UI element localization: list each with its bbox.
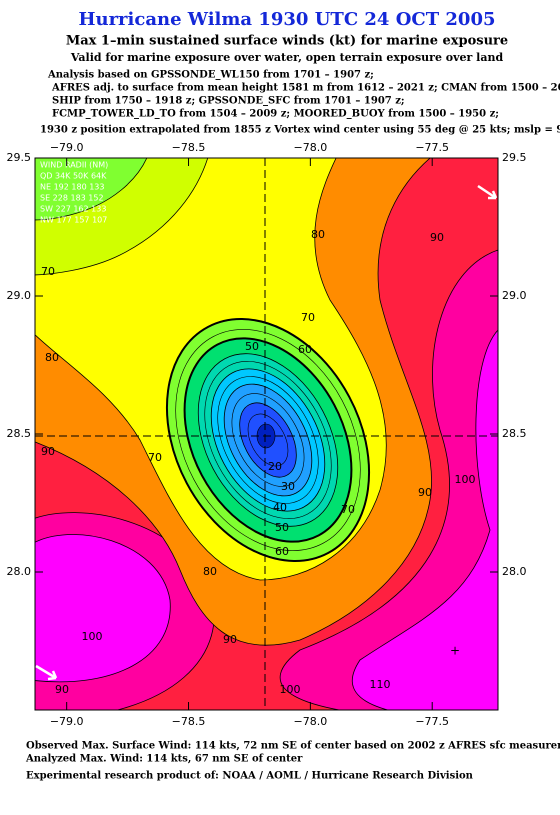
footer: Experimental research product of: NOAA /… [26,771,474,782]
contour-label: 100 [82,630,103,643]
footer: Observed Max. Surface Wind: 114 kts, 72 … [26,741,560,752]
contour-label: 20 [268,460,282,473]
contour-band [279,249,498,710]
x-tick-label: −77.5 [415,141,449,154]
radii-text: NW 177 157 107 [40,216,107,225]
y-tick-label: 28.0 [7,565,32,578]
max-wind-marker: + [450,644,460,658]
x-tick-label: −77.5 [415,715,449,728]
contour-label: 70 [341,503,355,516]
contour-band [352,329,498,710]
contour-label: 70 [41,265,55,278]
contour-label: 80 [203,565,217,578]
contour-label: 80 [45,351,59,364]
contour-label: 90 [41,445,55,458]
wind-radii: WIND RADII (NM) QD 34K 50K 64K NE 192 18… [40,161,108,225]
contour-label: 70 [148,451,162,464]
contour-line [204,361,332,519]
y-tick-label: 28.5 [502,427,527,440]
footer: Analyzed Max. Wind: 114 kts, 67 nm SE of… [25,754,303,765]
radii-text: WIND RADII (NM) [40,161,108,170]
contour-line [231,393,305,487]
arrow [477,184,498,200]
contour-label: 80 [311,228,325,241]
contour-band [35,534,171,683]
contour-label: 70 [301,311,315,324]
subtitle: Valid for marine exposure over water, op… [70,51,504,64]
contour-band [35,158,148,221]
radii-text: NE 192 180 133 [40,183,104,192]
y-tick-label: 28.5 [7,427,32,440]
y-tick-label: 28.0 [502,565,527,578]
contour-label: 40 [273,501,287,514]
x-tick-label: −78.0 [294,141,328,154]
contour-label: 100 [280,683,301,696]
contour-label: 60 [298,343,312,356]
radii-text: SE 228 183 152 [40,194,104,203]
radii-text: SW 227 162 133 [40,205,106,214]
subtitle: Max 1–min sustained surface winds (kt) f… [66,34,508,49]
contour-label: 50 [245,340,259,353]
analysis: SHIP from 1750 – 1918 z; GPSSONDE_SFC fr… [52,96,405,107]
contour-label: 90 [418,486,432,499]
y-tick-label: 29.5 [7,151,32,164]
contour-label: 100 [455,473,476,486]
x-tick-label: −78.0 [294,715,328,728]
contour-line [175,329,361,551]
arrow [35,664,58,681]
analysis: AFRES adj. to surface from mean height 1… [51,83,560,94]
y-tick-label: 29.0 [7,289,32,302]
contour-label: 90 [55,683,69,696]
contour-label: 110 [370,678,391,691]
contour-label: 90 [430,231,444,244]
contour-field: 70 80 90 70 80 90 100 90 100 110 100 90 90 80 70 60 50 70… [35,158,498,710]
contour-label: 60 [275,545,289,558]
contour-label: 50 [275,521,289,534]
note: 1930 z position extrapolated from 1855 z… [40,125,560,136]
x-tick-label: −78.5 [172,715,206,728]
contour-line [247,413,289,467]
analysis: Analysis based on GPSSONDE_WL150 from 17… [47,70,374,81]
contour-label: 90 [223,633,237,646]
radii-text: QD 34K 50K 64K [40,172,107,181]
chart-title: Hurricane Wilma 1930 UTC 24 OCT 2005 [78,9,495,30]
contour-label: 30 [281,480,295,493]
x-tick-label: −78.5 [172,141,206,154]
y-tick-label: 29.5 [502,151,527,164]
y-tick-label: 29.0 [502,289,527,302]
x-tick-label: −79.0 [50,715,84,728]
x-tick-label: −79.0 [50,141,84,154]
contour-line [217,376,319,504]
analysis: FCMP_TOWER_LD_TO from 1504 – 2009 z; MOO… [52,109,499,120]
